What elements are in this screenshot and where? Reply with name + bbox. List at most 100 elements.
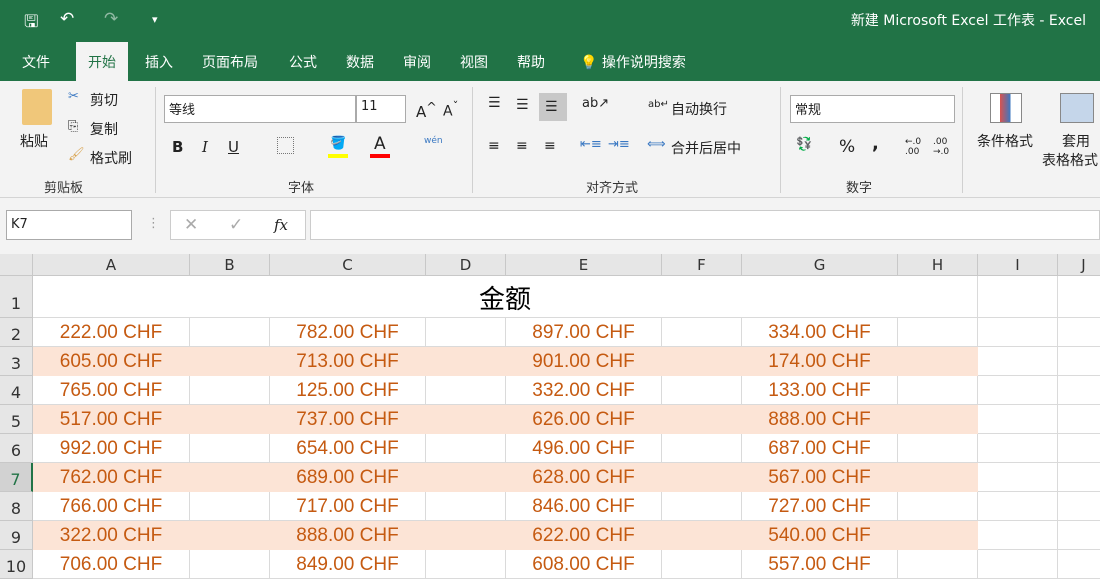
cell[interactable]: [978, 434, 1058, 463]
decrease-decimal-icon[interactable]: .00 →.0: [933, 137, 950, 157]
cell[interactable]: [426, 318, 506, 347]
cell[interactable]: [898, 492, 978, 521]
value-cell[interactable]: 517.00 CHF: [33, 405, 190, 434]
font-color-icon[interactable]: A: [374, 134, 386, 154]
row-header-3[interactable]: 3: [0, 347, 33, 376]
cell[interactable]: [978, 376, 1058, 405]
cell[interactable]: [1058, 276, 1100, 318]
value-cell[interactable]: 766.00 CHF: [33, 492, 190, 521]
font-size-select[interactable]: 11: [356, 95, 406, 123]
tab-0[interactable]: 文件: [22, 55, 50, 71]
comma-button[interactable]: ,: [872, 133, 879, 154]
value-cell[interactable]: 689.00 CHF: [270, 463, 426, 492]
cell[interactable]: [426, 492, 506, 521]
tab-6[interactable]: 审阅: [403, 55, 431, 71]
name-box[interactable]: K7: [6, 210, 132, 240]
row-header-5[interactable]: 5: [0, 405, 33, 434]
cell[interactable]: [190, 492, 270, 521]
row-header-8[interactable]: 8: [0, 492, 33, 521]
cell[interactable]: [190, 550, 270, 579]
value-cell[interactable]: 608.00 CHF: [506, 550, 662, 579]
cell[interactable]: [898, 347, 978, 376]
value-cell[interactable]: 605.00 CHF: [33, 347, 190, 376]
cell[interactable]: [662, 405, 742, 434]
format-as-table-label-1[interactable]: 套用: [1062, 134, 1090, 150]
cell[interactable]: [426, 376, 506, 405]
paste-button[interactable]: 粘贴: [20, 134, 48, 150]
column-header-J[interactable]: J: [1058, 254, 1100, 276]
tab-7[interactable]: 视图: [460, 55, 488, 71]
cell[interactable]: [662, 318, 742, 347]
tab-4[interactable]: 公式: [289, 55, 317, 71]
row-header-4[interactable]: 4: [0, 376, 33, 405]
value-cell[interactable]: 654.00 CHF: [270, 434, 426, 463]
tab-1[interactable]: 开始: [76, 42, 128, 81]
select-all-button[interactable]: [0, 254, 33, 276]
value-cell[interactable]: 717.00 CHF: [270, 492, 426, 521]
cell[interactable]: [662, 347, 742, 376]
cell[interactable]: [426, 550, 506, 579]
cell[interactable]: [1058, 521, 1100, 550]
cancel-icon[interactable]: ✕: [184, 215, 199, 235]
value-cell[interactable]: 622.00 CHF: [506, 521, 662, 550]
border-icon[interactable]: [277, 137, 294, 154]
value-cell[interactable]: 332.00 CHF: [506, 376, 662, 405]
align-top-icon[interactable]: ☰: [488, 95, 501, 111]
value-cell[interactable]: 737.00 CHF: [270, 405, 426, 434]
italic-button[interactable]: I: [202, 138, 208, 156]
cell[interactable]: [1058, 434, 1100, 463]
value-cell[interactable]: 557.00 CHF: [742, 550, 898, 579]
align-bottom-icon[interactable]: ☰: [539, 93, 567, 121]
cell[interactable]: [426, 434, 506, 463]
column-header-C[interactable]: C: [270, 254, 426, 276]
cell[interactable]: [978, 463, 1058, 492]
value-cell[interactable]: 992.00 CHF: [33, 434, 190, 463]
cell[interactable]: [978, 318, 1058, 347]
fill-color-icon[interactable]: 🪣: [330, 136, 347, 151]
tab-8[interactable]: 帮助: [517, 55, 545, 71]
column-header-E[interactable]: E: [506, 254, 662, 276]
enter-icon[interactable]: ✓: [229, 215, 244, 235]
value-cell[interactable]: 727.00 CHF: [742, 492, 898, 521]
cell[interactable]: [978, 521, 1058, 550]
cell[interactable]: [190, 318, 270, 347]
value-cell[interactable]: 222.00 CHF: [33, 318, 190, 347]
increase-font-icon[interactable]: A^: [416, 99, 437, 121]
cell[interactable]: [898, 434, 978, 463]
align-right-icon[interactable]: ≡: [544, 138, 556, 154]
conditional-format-button[interactable]: 条件格式: [977, 134, 1033, 150]
cell[interactable]: [978, 550, 1058, 579]
row-header-10[interactable]: 10: [0, 550, 33, 579]
cell[interactable]: [426, 521, 506, 550]
cell[interactable]: [190, 405, 270, 434]
tab-5[interactable]: 数据: [346, 55, 374, 71]
column-header-H[interactable]: H: [898, 254, 978, 276]
row-header-6[interactable]: 6: [0, 434, 33, 463]
customize-quick-access-icon[interactable]: ▾: [152, 13, 158, 26]
value-cell[interactable]: 846.00 CHF: [506, 492, 662, 521]
value-cell[interactable]: 626.00 CHF: [506, 405, 662, 434]
cell[interactable]: [978, 492, 1058, 521]
column-header-G[interactable]: G: [742, 254, 898, 276]
formula-input[interactable]: [310, 210, 1100, 240]
tab-2[interactable]: 插入: [145, 55, 173, 71]
value-cell[interactable]: 782.00 CHF: [270, 318, 426, 347]
value-cell[interactable]: 540.00 CHF: [742, 521, 898, 550]
bold-button[interactable]: B: [172, 138, 184, 156]
value-cell[interactable]: 687.00 CHF: [742, 434, 898, 463]
cell[interactable]: [1058, 463, 1100, 492]
cell[interactable]: [662, 376, 742, 405]
column-header-I[interactable]: I: [978, 254, 1058, 276]
cell[interactable]: [898, 463, 978, 492]
value-cell[interactable]: 849.00 CHF: [270, 550, 426, 579]
column-header-D[interactable]: D: [426, 254, 506, 276]
column-header-B[interactable]: B: [190, 254, 270, 276]
value-cell[interactable]: 174.00 CHF: [742, 347, 898, 376]
align-middle-icon[interactable]: ☰: [516, 97, 529, 113]
cell[interactable]: [898, 521, 978, 550]
row-header-1[interactable]: 1: [0, 276, 33, 318]
cell[interactable]: [190, 521, 270, 550]
align-left-icon[interactable]: ≡: [488, 138, 500, 154]
cell[interactable]: [1058, 405, 1100, 434]
cell[interactable]: [190, 347, 270, 376]
